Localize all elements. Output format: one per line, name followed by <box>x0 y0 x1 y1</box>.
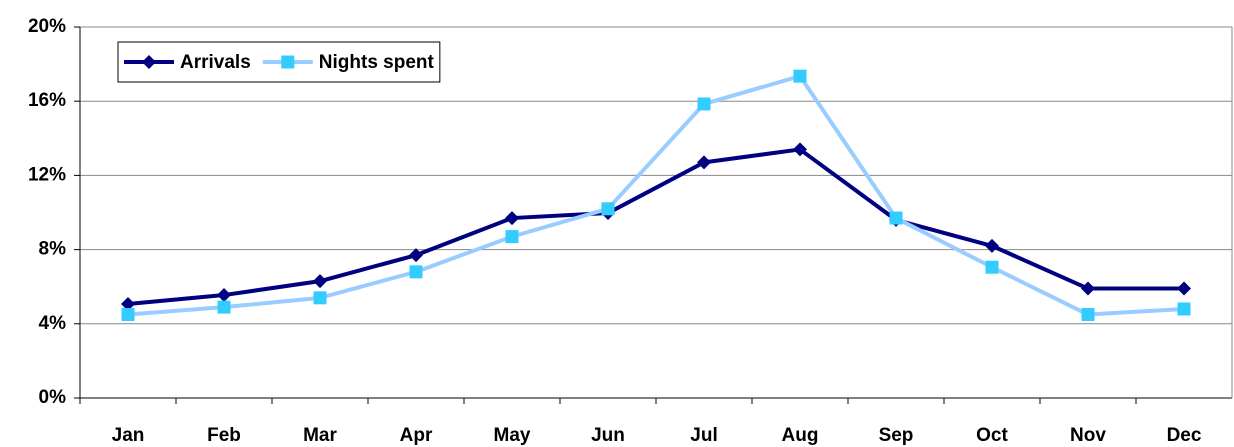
y-tick-label: 4% <box>39 313 67 334</box>
x-tick-label: Jun <box>591 425 625 446</box>
x-tick-label: May <box>494 425 531 446</box>
x-tick-label: Jul <box>690 425 717 446</box>
y-tick-label: 20% <box>28 16 66 37</box>
series-line <box>127 74 1185 317</box>
data-point <box>793 142 807 157</box>
data-point <box>409 265 423 279</box>
y-tick-label: 12% <box>28 164 66 185</box>
data-point <box>1177 281 1191 296</box>
data-point <box>313 274 327 289</box>
x-tick-label: Aug <box>782 425 819 446</box>
data-point <box>409 248 423 263</box>
data-point <box>1177 302 1191 316</box>
x-tick-label: Jan <box>112 425 145 446</box>
legend-marker <box>142 55 156 69</box>
data-point <box>1081 281 1095 296</box>
y-tick-label: 16% <box>28 90 66 111</box>
data-point <box>889 211 903 225</box>
data-point <box>985 238 999 253</box>
data-point <box>697 97 711 111</box>
data-point <box>793 69 807 83</box>
data-point <box>985 260 999 274</box>
data-point <box>505 211 519 226</box>
y-tick-label: 0% <box>39 387 67 408</box>
legend-marker <box>281 55 295 69</box>
x-tick-label: Oct <box>976 425 1008 446</box>
data-point <box>1081 308 1095 322</box>
y-tick-label: 8% <box>39 239 67 260</box>
data-point <box>505 230 519 244</box>
x-tick-label: Dec <box>1167 425 1202 446</box>
data-point <box>121 308 135 322</box>
legend: Arrivals Nights spent <box>117 41 441 83</box>
data-point <box>217 288 231 303</box>
x-tick-label: Sep <box>879 425 914 446</box>
data-point <box>601 202 615 216</box>
x-tick-label: Apr <box>400 425 433 446</box>
data-point <box>217 300 231 314</box>
series-line <box>127 147 1184 306</box>
x-tick-label: Mar <box>303 425 337 446</box>
legend-label: Nights spent <box>319 52 435 73</box>
data-point <box>313 291 327 305</box>
data-point <box>121 296 135 311</box>
legend-label: Arrivals <box>180 52 251 73</box>
x-tick-label: Nov <box>1070 425 1106 446</box>
data-point <box>697 155 711 170</box>
x-tick-label: Feb <box>207 425 241 446</box>
